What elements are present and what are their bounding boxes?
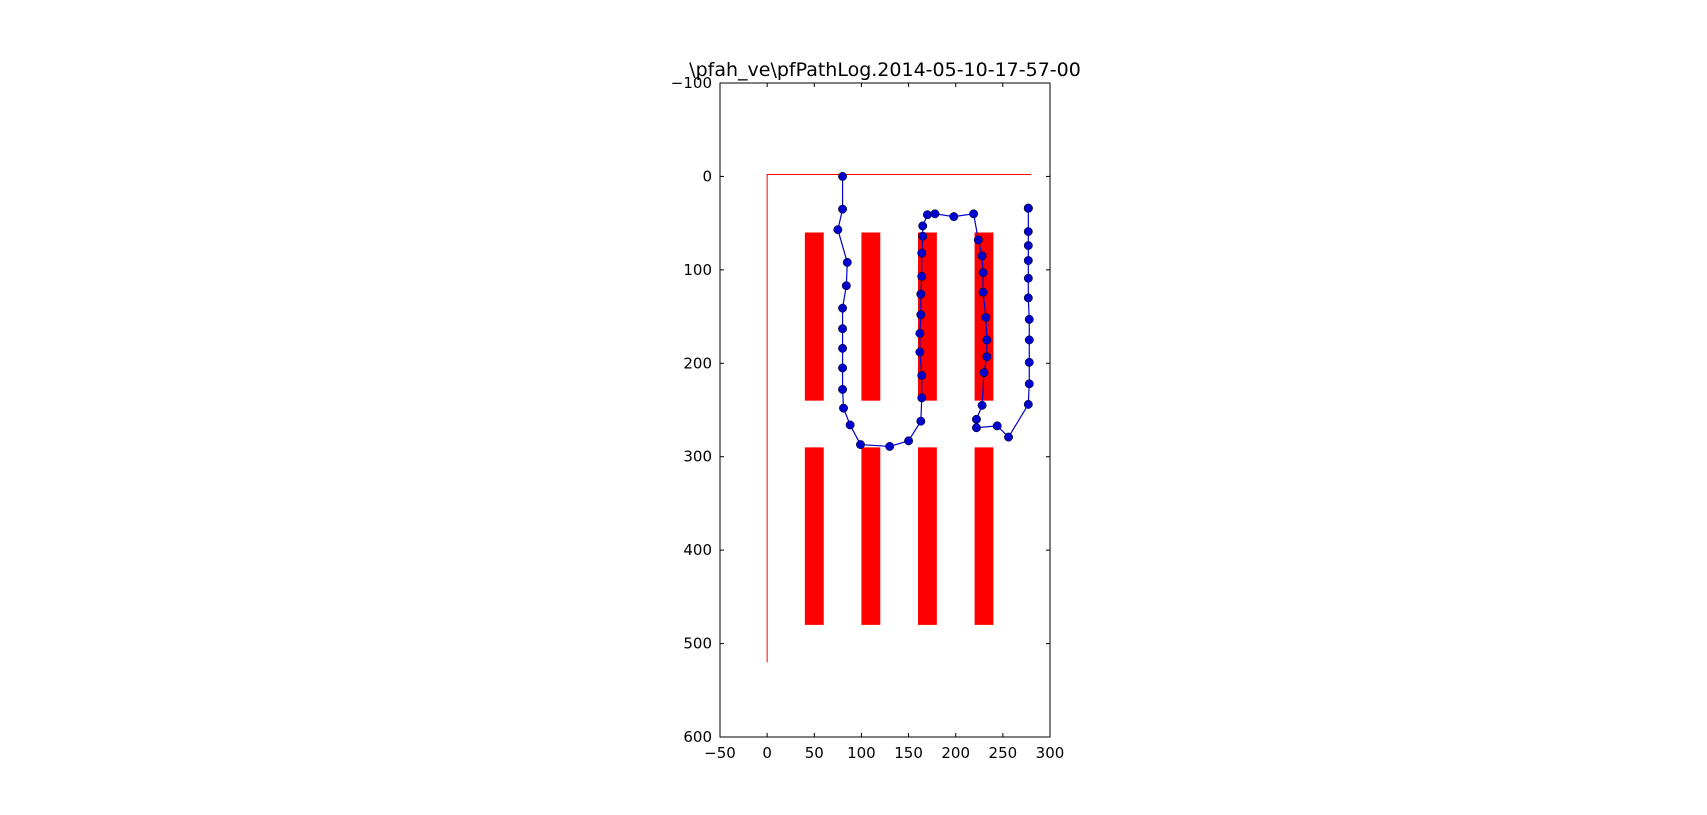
path-point-19 bbox=[915, 347, 925, 357]
x-tick-label: 200 bbox=[941, 744, 970, 762]
path-point-37 bbox=[982, 352, 992, 362]
y-tick-label: 100 bbox=[683, 261, 712, 279]
path-point-13 bbox=[856, 440, 865, 450]
path-layer bbox=[833, 171, 1034, 451]
path-point-39 bbox=[977, 400, 987, 410]
path-point-24 bbox=[917, 248, 927, 258]
path-point-18 bbox=[917, 370, 927, 380]
y-tick-label: 500 bbox=[683, 635, 712, 653]
y-tick-label: 0 bbox=[702, 167, 712, 185]
path-point-5 bbox=[841, 281, 851, 291]
plot-frame bbox=[719, 82, 1051, 738]
x-tick-label: 100 bbox=[847, 744, 876, 762]
x-tick-label: 0 bbox=[762, 744, 772, 762]
path-point-9 bbox=[838, 363, 848, 373]
obstacle-8 bbox=[974, 447, 994, 625]
path-point-33 bbox=[978, 268, 988, 278]
path-point-25 bbox=[918, 231, 928, 241]
chart-title: \pfah_ve\pfPathLog.2014-05-10-17-57-00 bbox=[689, 59, 1081, 81]
path-point-56 bbox=[1023, 203, 1033, 213]
boundary-line bbox=[766, 174, 1032, 663]
path-point-41 bbox=[972, 423, 981, 433]
path-point-40 bbox=[972, 414, 981, 424]
obstacle-2 bbox=[861, 232, 881, 401]
labels-layer: −50 0 50 100 150 200 250 300 −100 0 100 200 300 400 50… bbox=[671, 74, 1065, 762]
path-point-10 bbox=[838, 384, 848, 394]
path-point-14 bbox=[885, 441, 895, 451]
path-point-35 bbox=[981, 313, 991, 322]
path-point-3 bbox=[833, 225, 843, 235]
obstacle-7 bbox=[918, 447, 937, 625]
y-tick-label: 600 bbox=[683, 728, 712, 746]
path-point-2 bbox=[838, 204, 848, 214]
path-point-15 bbox=[904, 436, 914, 446]
obstacle-1 bbox=[804, 232, 824, 401]
path-point-31 bbox=[973, 235, 983, 245]
path-point-20 bbox=[915, 328, 925, 338]
ticks-layer bbox=[719, 82, 1051, 738]
x-tick-label: 250 bbox=[989, 744, 1018, 762]
obstacle-6 bbox=[861, 447, 881, 625]
path-point-16 bbox=[916, 416, 926, 426]
path-point-50 bbox=[1023, 273, 1033, 283]
path-point-7 bbox=[838, 324, 848, 334]
path-point-6 bbox=[838, 303, 848, 313]
path-point-8 bbox=[838, 343, 848, 353]
path-point-11 bbox=[839, 403, 848, 413]
path-point-4 bbox=[842, 257, 852, 267]
path-point-32 bbox=[977, 251, 987, 261]
path-point-52 bbox=[1023, 241, 1033, 251]
path-point-17 bbox=[917, 393, 927, 403]
path-point-43 bbox=[1004, 432, 1013, 442]
path-point-28 bbox=[930, 209, 940, 219]
x-tick-label: 50 bbox=[805, 744, 824, 762]
path-point-34 bbox=[978, 287, 988, 297]
path-point-23 bbox=[917, 271, 927, 281]
path-point-45 bbox=[1024, 379, 1034, 389]
path-point-46 bbox=[1024, 357, 1034, 367]
path-point-22 bbox=[916, 289, 926, 299]
x-tick-label: 300 bbox=[1036, 744, 1065, 762]
path-point-1 bbox=[838, 171, 848, 181]
y-tick-label: 400 bbox=[683, 541, 712, 559]
y-tick-label: −100 bbox=[671, 74, 712, 92]
path-point-26 bbox=[918, 221, 928, 231]
path-point-53 bbox=[1023, 227, 1033, 237]
path-point-29 bbox=[949, 212, 959, 222]
path-point-27 bbox=[922, 210, 932, 220]
path-point-21 bbox=[916, 310, 926, 320]
obstacle-5 bbox=[804, 447, 824, 625]
path-point-47 bbox=[1024, 335, 1034, 345]
path-point-30 bbox=[969, 209, 979, 219]
path-point-36 bbox=[982, 335, 992, 345]
path-point-51 bbox=[1023, 256, 1033, 265]
path-point-44 bbox=[1023, 399, 1033, 409]
boundary-layer bbox=[766, 174, 1032, 663]
y-tick-label: 200 bbox=[683, 354, 712, 372]
path-point-12 bbox=[845, 420, 855, 430]
path-point-48 bbox=[1024, 314, 1034, 324]
y-tick-label: 300 bbox=[683, 448, 712, 466]
path-point-49 bbox=[1023, 293, 1033, 303]
x-tick-label: −50 bbox=[704, 744, 736, 762]
path-point-38 bbox=[979, 368, 989, 378]
x-tick-label: 150 bbox=[894, 744, 923, 762]
path-point-42 bbox=[992, 421, 1002, 431]
